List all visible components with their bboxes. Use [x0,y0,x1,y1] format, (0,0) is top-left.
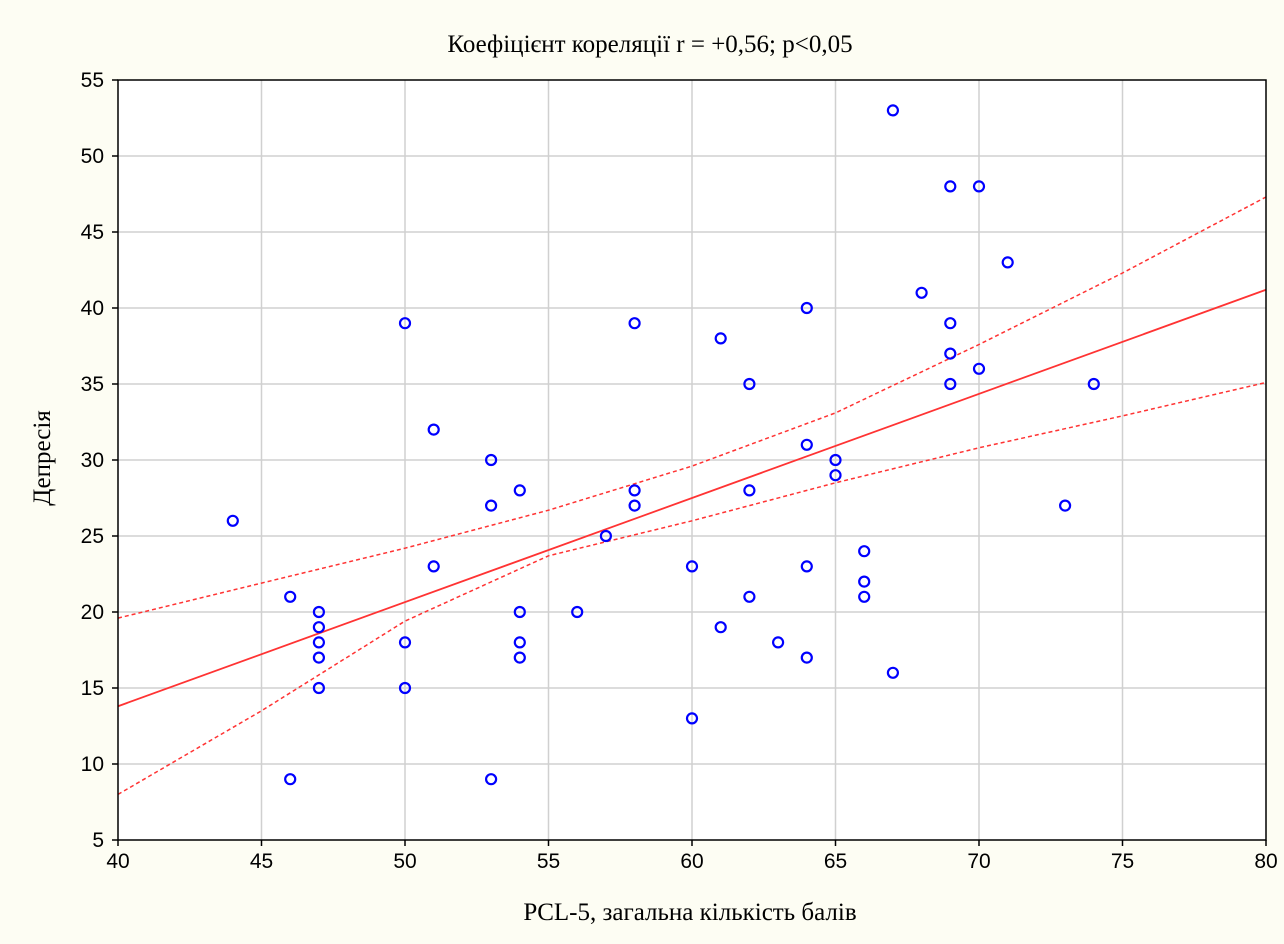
data-point [398,681,412,695]
data-point [743,590,756,603]
y-tick-label: 55 [81,69,104,92]
data-point [743,377,756,391]
x-axis-ticks: 40 45 50 55 60 65 70 75 80 [106,840,1278,873]
data-point [915,286,928,299]
data-point [858,590,871,603]
data-point [1001,256,1014,269]
data-point [800,301,813,315]
data-point [398,636,412,649]
y-axis-ticks: 5 10 15 20 25 30 35 40 45 50 55 [81,69,118,852]
y-tick-label: 15 [81,677,104,700]
data-point [1058,499,1072,512]
chart-title: Коефіцієнт кореляції r = +0,56; p<0,05 [447,31,852,58]
data-point [972,180,986,193]
data-point [829,453,842,467]
x-tick-label: 70 [967,850,990,873]
data-point [226,514,239,527]
x-tick-label: 40 [106,850,129,873]
data-point [485,499,498,512]
x-tick-label: 75 [1111,850,1134,873]
data-point [427,560,440,573]
data-point [886,666,900,679]
data-point [599,529,613,543]
x-tick-label: 55 [537,850,560,873]
data-point [685,712,699,725]
y-tick-label: 40 [81,297,104,320]
confidence-lower-line [117,381,1267,796]
data-point [628,317,641,330]
data-points [226,104,1100,786]
y-tick-label: 35 [81,373,104,396]
y-axis-label: Депресія [29,410,56,506]
data-point [513,605,526,619]
data-point [312,636,325,649]
data-point [513,484,526,497]
data-point [513,651,526,664]
data-point [312,681,325,695]
data-point [284,590,297,603]
fit-line [117,288,1267,708]
data-point [312,651,325,664]
grid [118,80,1266,840]
data-point [312,621,325,634]
data-point [944,180,957,193]
data-point [743,484,756,497]
data-point [714,332,727,345]
data-point [858,545,871,558]
y-tick-label: 5 [92,829,104,852]
data-point [628,499,641,512]
y-tick-label: 20 [81,601,104,624]
data-point [771,636,785,649]
data-point [829,469,842,482]
data-point [513,636,526,649]
confidence-upper-line [117,196,1267,619]
data-point [800,560,813,573]
x-tick-label: 50 [393,850,416,873]
data-point [972,362,986,375]
data-point [944,347,957,360]
y-tick-label: 10 [81,753,104,776]
data-point [485,453,498,467]
data-point [685,560,699,573]
confidence-bands [117,196,1267,796]
x-tick-label: 60 [680,850,703,873]
x-tick-label: 80 [1254,850,1277,873]
regression-line [117,288,1267,708]
data-point [427,423,440,436]
data-point [944,317,957,330]
data-point [858,575,871,588]
data-point [1087,377,1100,391]
data-point [312,605,325,619]
data-point [398,317,412,330]
data-point [628,484,641,497]
data-point [571,605,584,619]
y-tick-label: 50 [81,145,104,168]
y-tick-label: 25 [81,525,104,548]
x-tick-label: 65 [824,850,847,873]
data-point [284,773,297,786]
y-tick-label: 30 [81,449,104,472]
data-point [800,651,813,664]
data-point [714,621,727,634]
data-point [886,104,900,117]
x-axis-label: PCL-5, загальна кількість балів [523,899,856,926]
data-point [800,438,813,451]
data-point [944,377,957,391]
data-point [485,773,498,786]
x-tick-label: 45 [250,850,273,873]
y-tick-label: 45 [81,221,104,244]
